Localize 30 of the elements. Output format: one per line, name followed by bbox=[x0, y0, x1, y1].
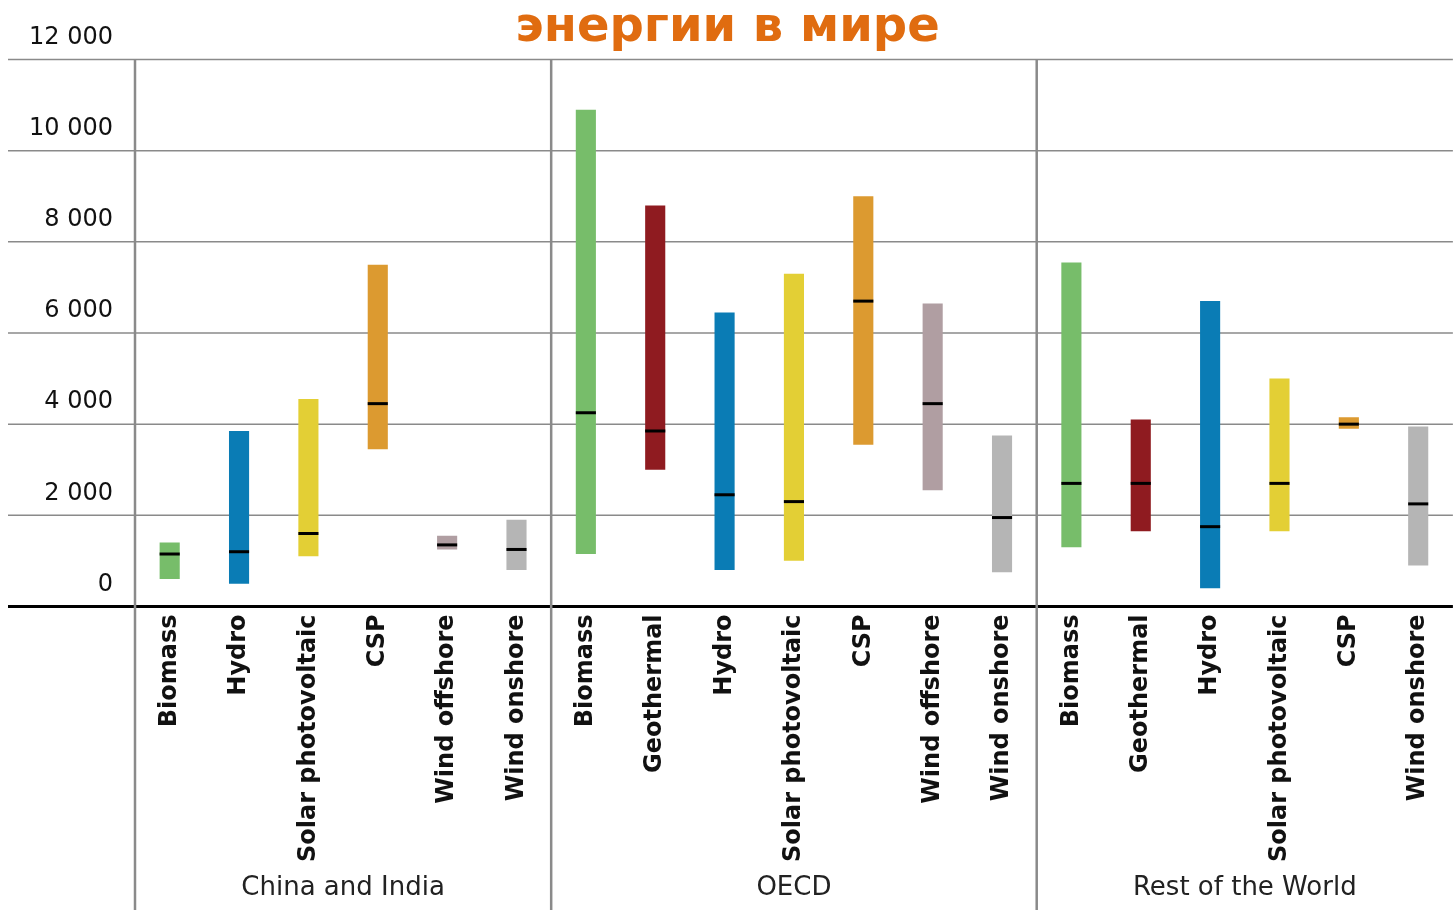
x-tick-label: CSP bbox=[1333, 614, 1362, 668]
text: OECD bbox=[756, 870, 832, 901]
x-tick-label: Wind onshore bbox=[1402, 614, 1431, 802]
x-tick-label: Solar photovoltaic bbox=[292, 614, 321, 863]
x-tick-label: Hydro bbox=[223, 614, 252, 696]
y-tick-label: 4 000 bbox=[44, 386, 113, 415]
x-tick-label: Wind offshore bbox=[431, 614, 460, 804]
text: China and India bbox=[241, 870, 445, 901]
x-tick-label: Hydro bbox=[1194, 614, 1223, 696]
y-tick-label: 12 000 bbox=[29, 21, 113, 50]
x-tick-label: Biomass bbox=[153, 614, 182, 728]
x-tick-label: Hydro bbox=[708, 614, 737, 696]
x-tick-label: Wind onshore bbox=[500, 614, 529, 802]
x-tick-label: Biomass bbox=[1055, 614, 1084, 728]
chart-title: энергии в мире bbox=[515, 0, 940, 53]
x-tick-label: Geothermal bbox=[1124, 614, 1153, 773]
y-tick-label: 8 000 bbox=[44, 204, 113, 233]
x-tick-label: CSP bbox=[847, 614, 876, 668]
x-tick-label: Geothermal bbox=[639, 614, 668, 773]
x-tick-label: CSP bbox=[362, 614, 390, 668]
y-tick-label: 10 000 bbox=[29, 112, 113, 141]
x-tick-label: Biomass bbox=[570, 614, 599, 728]
text: Rest of the World bbox=[1132, 870, 1357, 901]
x-tick-label: Wind onshore bbox=[986, 614, 1015, 802]
y-tick-label: 2 000 bbox=[44, 477, 113, 506]
x-tick-label: Wind offshore bbox=[916, 614, 945, 804]
y-tick-label: 6 000 bbox=[44, 295, 113, 324]
x-tick-label: Solar photovoltaic bbox=[778, 614, 807, 863]
y-tick-label: 0 bbox=[97, 568, 113, 597]
x-tick-label: Solar photovoltaic bbox=[1263, 614, 1292, 863]
